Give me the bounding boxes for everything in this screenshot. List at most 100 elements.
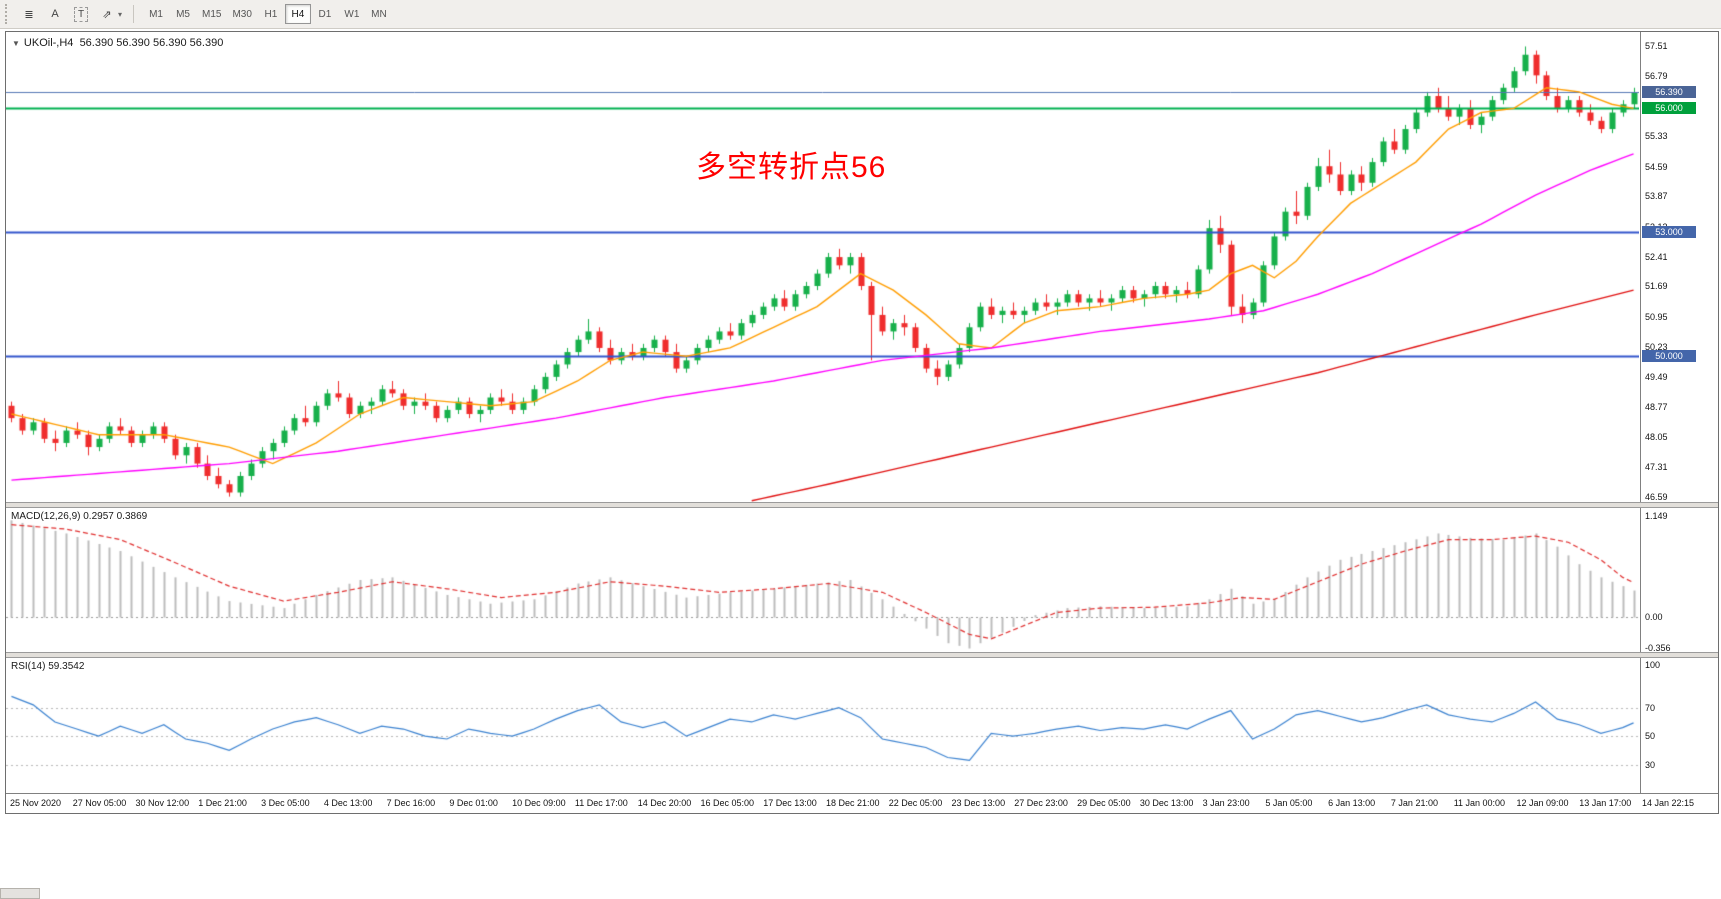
time-label: 16 Dec 05:00: [700, 798, 754, 808]
time-label: 18 Dec 21:00: [826, 798, 880, 808]
time-label: 7 Dec 16:00: [386, 798, 436, 808]
rsi-value: 59.3542: [48, 661, 85, 672]
time-label: 14 Jan 22:15: [1642, 798, 1695, 808]
time-label: 23 Dec 13:00: [951, 798, 1006, 808]
macd-tick: -0.356: [1645, 643, 1671, 652]
timeframe-buttons: M1 M5 M15 M30 H1 H4 D1 W1 MN: [143, 4, 392, 24]
time-label: 22 Dec 05:00: [888, 798, 943, 808]
collapse-arrow-icon[interactable]: ▼: [12, 39, 20, 48]
timeframe-m30-button[interactable]: M30: [227, 4, 256, 24]
time-axis[interactable]: 25 Nov 2020 27 Nov 05:00 30 Nov 12:00 1 Dec…: [6, 793, 1718, 813]
price-tick: 54.59: [1645, 161, 1668, 172]
macd-tick: 0.00: [1645, 611, 1663, 622]
candlestick-canvas[interactable]: [6, 32, 1639, 502]
text-label-glyph: A: [51, 8, 59, 20]
price-tick: 53.87: [1645, 191, 1668, 202]
price-tick: 48.77: [1645, 402, 1668, 412]
price-tick: 48.05: [1645, 431, 1668, 442]
time-label: 17 Dec 13:00: [763, 798, 817, 808]
price-tick: 49.49: [1645, 372, 1668, 383]
chevron-down-icon[interactable]: ▾: [118, 9, 123, 19]
timeframe-h4-button[interactable]: H4: [284, 4, 311, 24]
time-label: 4 Dec 13:00: [323, 798, 373, 808]
price-tick: 47.31: [1645, 462, 1668, 473]
rsi-tick: 50: [1645, 731, 1656, 742]
price-badge-56.390: 56.390: [1642, 86, 1696, 99]
macd-tick: 1.149: [1645, 510, 1668, 521]
price-tick: 55.33: [1645, 131, 1668, 142]
price-tick: 57.51: [1645, 41, 1668, 52]
arrows-icon: ⇗: [102, 8, 112, 21]
price-tick: 56.79: [1645, 70, 1668, 81]
text-box-tool-button[interactable]: T: [69, 3, 93, 25]
top-toolbar: ≣ A T ⇗ ▾ M1 M5 M15 M30 H1 H4 D1 W1 MN: [0, 0, 1721, 29]
price-tick: 46.59: [1645, 492, 1668, 502]
rsi-axis[interactable]: 100 70 50 30: [1640, 658, 1718, 793]
timeframe-m15-button[interactable]: M15: [197, 4, 226, 24]
macd-name: MACD(12,26,9): [11, 511, 81, 522]
rsi-tick: 30: [1645, 759, 1656, 770]
time-label: 1 Dec 21:00: [198, 798, 247, 808]
text-box-glyph: T: [73, 6, 89, 22]
time-label: 6 Jan 13:00: [1328, 798, 1376, 808]
arrows-tool-button[interactable]: ⇗: [95, 3, 119, 25]
time-label: 7 Jan 21:00: [1390, 798, 1438, 808]
time-label: 9 Dec 01:00: [449, 798, 498, 808]
macd-canvas[interactable]: [6, 508, 1639, 652]
chart-workspace: ▼ UKOil-,H4 56.390 56.390 56.390 56.390 多…: [0, 29, 1721, 899]
timeframe-m5-button[interactable]: M5: [170, 4, 196, 24]
price-tick: 50.23: [1645, 341, 1668, 352]
macd-values: 0.2957 0.3869: [83, 511, 148, 522]
timeframe-h1-button[interactable]: H1: [258, 4, 284, 24]
time-label: 11 Dec 17:00: [574, 798, 628, 808]
macd-pane: MACD(12,26,9) 0.2957 0.3869 1.149 0.00 -0.…: [6, 508, 1718, 652]
timeframe-m1-button[interactable]: M1: [143, 4, 169, 24]
rsi-tick: 100: [1645, 660, 1661, 671]
macd-axis[interactable]: 1.149 0.00 -0.356: [1640, 508, 1718, 652]
main-price-axis[interactable]: 57.5156.7956.0755.3354.5953.8753.1352.41…: [1640, 32, 1718, 502]
toolbar-drag-handle[interactable]: [5, 4, 11, 24]
time-label: 12 Jan 09:00: [1516, 798, 1569, 808]
pane-separator-rsi[interactable]: [6, 652, 1718, 658]
time-label: 13 Jan 17:00: [1579, 798, 1632, 808]
price-badge-50.000: 50.000: [1642, 350, 1696, 363]
symbol-period-label: UKOil-,H4: [23, 37, 74, 49]
toolbar-separator: [133, 5, 135, 23]
rsi-pane: RSI(14) 59.3542 100 70 50 30: [6, 658, 1718, 793]
charts-list-glyph: ≣: [24, 8, 34, 21]
chart-title: ▼ UKOil-,H4 56.390 56.390 56.390 56.390: [12, 37, 223, 49]
time-label: 30 Dec 13:00: [1139, 798, 1194, 808]
time-label: 27 Nov 05:00: [72, 798, 127, 808]
price-tick: 52.41: [1645, 251, 1668, 262]
horizontal-scrollbar-fragment[interactable]: [0, 888, 40, 899]
time-label: 25 Nov 2020: [10, 798, 62, 808]
price-tick: 51.69: [1645, 281, 1668, 292]
timeframe-mn-button[interactable]: MN: [366, 4, 392, 24]
time-label: 3 Jan 23:00: [1202, 798, 1250, 808]
pane-separator-macd[interactable]: [6, 502, 1718, 508]
time-label: 14 Dec 20:00: [637, 798, 692, 808]
ohlc-values: 56.390 56.390 56.390 56.390: [79, 37, 224, 49]
time-label: 27 Dec 23:00: [1014, 798, 1068, 808]
time-label: 29 Dec 05:00: [1077, 798, 1131, 808]
time-label: 30 Nov 12:00: [135, 798, 190, 808]
rsi-canvas[interactable]: [6, 658, 1639, 793]
text-label-tool-button[interactable]: A: [43, 3, 67, 25]
time-label: 10 Dec 09:00: [512, 798, 566, 808]
charts-list-icon[interactable]: ≣: [17, 3, 41, 25]
main-chart-pane: ▼ UKOil-,H4 56.390 56.390 56.390 56.390 多…: [6, 32, 1718, 502]
macd-label: MACD(12,26,9) 0.2957 0.3869: [11, 511, 147, 522]
rsi-tick: 70: [1645, 702, 1656, 713]
time-label: 11 Jan 00:00: [1453, 798, 1506, 808]
rsi-name: RSI(14): [11, 661, 46, 672]
timeframe-d1-button[interactable]: D1: [312, 4, 338, 24]
timeframe-w1-button[interactable]: W1: [339, 4, 365, 24]
price-badge-53.000: 53.000: [1642, 226, 1696, 239]
price-badge-56.000: 56.000: [1642, 102, 1696, 115]
price-tick: 50.95: [1645, 311, 1668, 322]
chart-annotation-text[interactable]: 多空转折点56: [696, 151, 887, 184]
rsi-label: RSI(14) 59.3542: [11, 661, 84, 672]
time-label: 3 Dec 05:00: [261, 798, 310, 808]
chart-window: ▼ UKOil-,H4 56.390 56.390 56.390 56.390 多…: [5, 31, 1719, 814]
time-label: 5 Jan 05:00: [1265, 798, 1313, 808]
